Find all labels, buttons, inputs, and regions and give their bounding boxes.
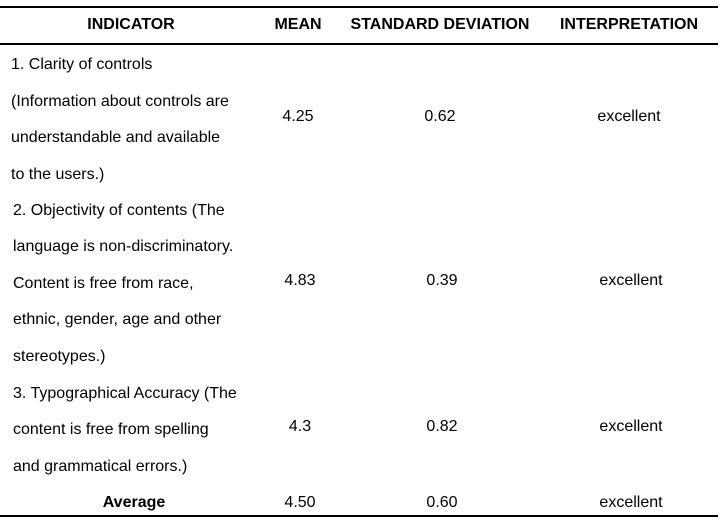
row-3-indicator-line: and grammatical errors.) [13,458,188,475]
row-3-indicator-line: content is free from spelling [13,421,209,438]
average-mean: 4.50 [284,494,316,511]
row-1-sd: 0.62 [424,108,456,125]
row-1-indicator-line: understandable and available [11,129,221,146]
row-2-indicator-line: stereotypes.) [13,348,106,365]
header-indicator: INDICATOR [87,16,175,33]
row-1-indicator-line: 1. Clarity of controls [11,56,153,73]
row-1-interpretation: excellent [597,108,661,125]
average-label: Average [102,494,166,511]
top-rule [0,6,718,8]
header-standard-deviation: STANDARD DEVIATION [350,16,530,33]
average-sd: 0.60 [426,494,458,511]
header-mean: MEAN [274,16,322,33]
row-2-interpretation: excellent [599,272,663,289]
row-2-indicator-line: language is non-discriminatory. [13,238,234,255]
row-2-indicator-line: 2. Objectivity of contents (The [13,202,225,219]
row-2-indicator-line: Content is free from race, [13,275,194,292]
average-interpretation: excellent [599,494,663,511]
row-3-interpretation: excellent [599,418,663,435]
bottom-rule [0,515,718,517]
row-2-indicator-line: ethnic, gender, age and other [13,311,222,328]
row-3-sd: 0.82 [426,418,458,435]
row-3-mean: 4.3 [288,418,312,435]
row-1-indicator-line: (Information about controls are [11,93,229,110]
row-3-indicator-line: 3. Typographical Accuracy (The [13,385,237,402]
row-1-indicator-line: to the users.) [11,166,105,183]
header-interpretation: INTERPRETATION [559,16,699,33]
row-1-mean: 4.25 [282,108,314,125]
header-rule [0,43,718,45]
row-2-mean: 4.83 [284,272,316,289]
row-2-sd: 0.39 [426,272,458,289]
